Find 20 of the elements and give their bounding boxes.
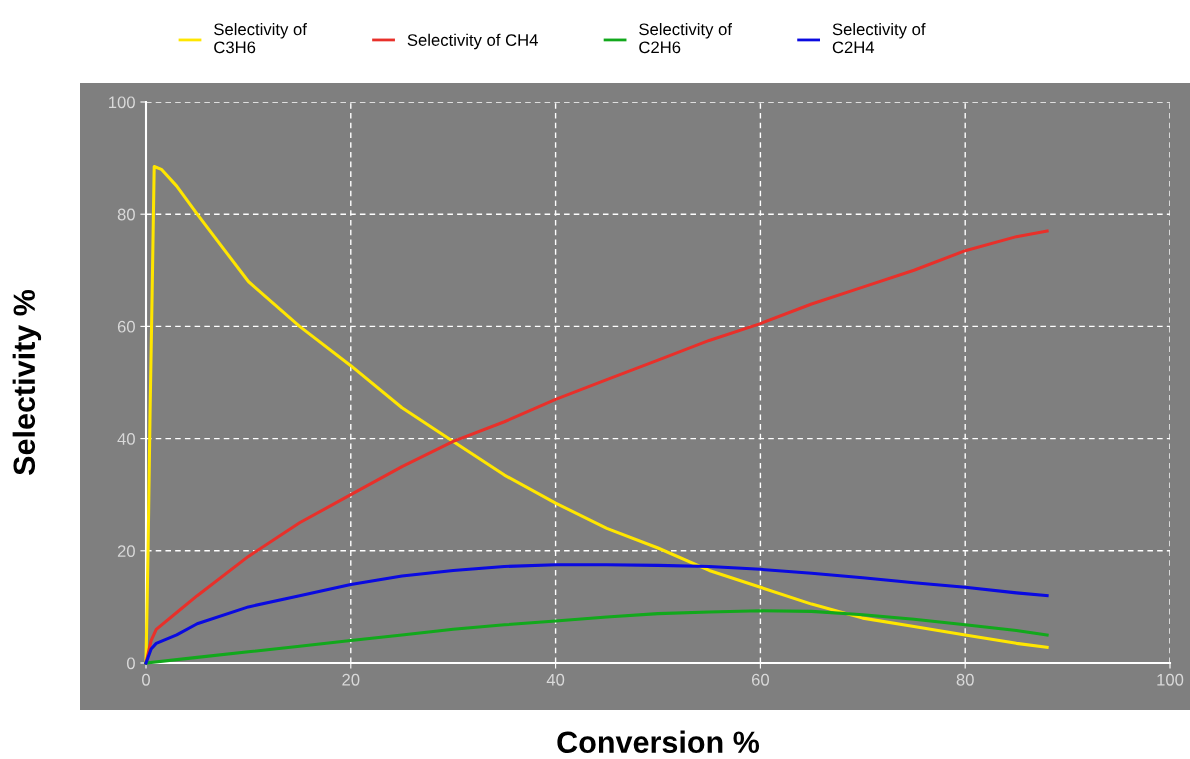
x-tick-label: 0 <box>142 673 150 686</box>
x-tick-label: 20 <box>342 673 360 686</box>
y-tick-label: 80 <box>117 208 135 221</box>
x-tick-label: 80 <box>956 673 974 686</box>
line-series <box>144 609 1049 665</box>
legend-label: Selectivity of C3H6 <box>214 23 307 54</box>
x-tick-label: 100 <box>1157 673 1184 686</box>
legend-label: Selectivity of CH4 <box>407 33 538 50</box>
y-tick-label: 60 <box>117 320 135 333</box>
line-series <box>144 563 1049 665</box>
x-axis-title: Conversion % <box>557 730 760 754</box>
x-tick-label: 40 <box>546 673 565 686</box>
y-tick-label: 40 <box>117 433 135 445</box>
legend-label: Selectivity of C2H4 <box>832 23 926 54</box>
y-tick-label: 100 <box>109 96 135 109</box>
legend-label: Selectivity of C2H6 <box>639 23 732 54</box>
y-tick-label: 0 <box>126 657 135 670</box>
x-tick-label: 60 <box>751 673 770 686</box>
y-tick-label: 20 <box>117 545 135 557</box>
y-axis-title: Selectivity % <box>12 289 42 476</box>
